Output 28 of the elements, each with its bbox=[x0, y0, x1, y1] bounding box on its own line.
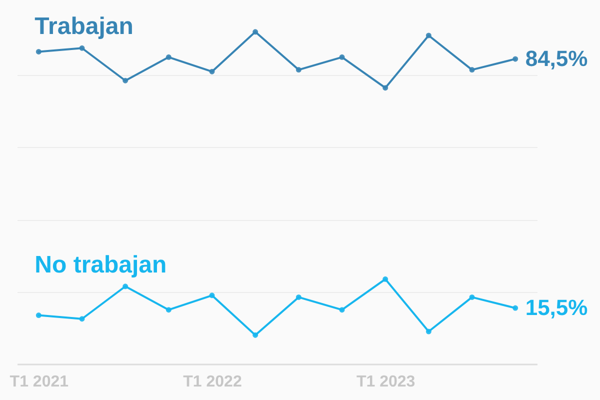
point bbox=[469, 67, 475, 73]
point bbox=[512, 305, 518, 311]
point bbox=[79, 45, 85, 51]
point bbox=[469, 294, 475, 300]
point bbox=[339, 54, 345, 60]
point bbox=[209, 68, 215, 74]
point bbox=[426, 328, 432, 334]
point bbox=[339, 307, 345, 313]
point bbox=[426, 32, 432, 38]
data-label: 15,5% bbox=[525, 295, 588, 320]
point bbox=[166, 54, 172, 60]
series-label: No trabajan bbox=[34, 251, 167, 278]
point bbox=[36, 49, 42, 54]
point bbox=[122, 78, 128, 84]
point bbox=[296, 294, 302, 300]
point bbox=[36, 312, 42, 318]
point bbox=[252, 332, 258, 338]
series-label: Trabajan bbox=[34, 13, 134, 40]
point bbox=[382, 85, 388, 91]
point bbox=[166, 307, 172, 313]
data-label: 84,5% bbox=[525, 46, 588, 71]
point bbox=[122, 284, 128, 290]
point bbox=[79, 316, 85, 322]
point bbox=[382, 276, 388, 282]
point bbox=[512, 56, 518, 62]
point bbox=[252, 29, 258, 35]
point bbox=[296, 67, 302, 73]
point bbox=[209, 292, 215, 298]
